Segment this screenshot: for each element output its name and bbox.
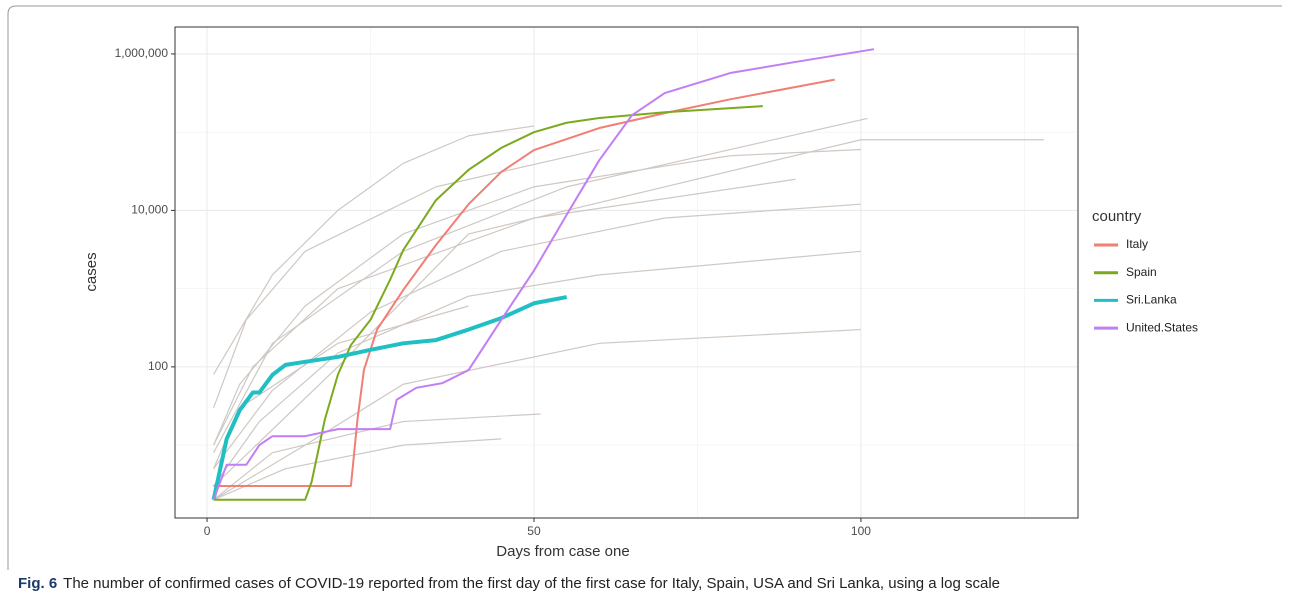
caption: Fig. 6 The number of confirmed cases of C…	[18, 575, 1000, 592]
y-axis-label: cases	[83, 252, 100, 291]
series-line	[212, 48, 875, 501]
background-line	[213, 117, 868, 453]
x-axis-label: Days from case one	[496, 543, 629, 560]
background-line	[213, 148, 861, 446]
x-tick-label: 0	[204, 524, 211, 538]
y-tick-label: 1,000,000	[115, 46, 169, 60]
background-line	[213, 139, 1044, 487]
series-line	[213, 78, 835, 488]
background-line	[213, 125, 535, 375]
legend-label: United.States	[1126, 320, 1198, 334]
background-line	[213, 178, 796, 446]
series-line	[213, 105, 763, 501]
y-tick-label: 10,000	[131, 203, 168, 217]
x-tick-label: 50	[527, 524, 541, 538]
legend-title: country	[1092, 208, 1142, 225]
caption-text: The number of confirmed cases of COVID-1…	[63, 575, 1000, 592]
figure-border	[7, 5, 1282, 570]
background-line	[213, 413, 541, 501]
caption-label: Fig. 6	[18, 575, 57, 592]
legend-label: Sri.Lanka	[1126, 293, 1177, 307]
legend-label: Italy	[1126, 237, 1148, 251]
background-line	[213, 328, 861, 501]
background-line	[213, 203, 861, 470]
background-line	[213, 438, 502, 501]
background-line	[213, 148, 600, 408]
series-line	[211, 295, 568, 501]
x-tick-label: 100	[851, 524, 871, 538]
y-tick-label: 100	[148, 359, 168, 373]
plot-frame	[174, 26, 1079, 519]
legend-label: Spain	[1126, 265, 1157, 279]
